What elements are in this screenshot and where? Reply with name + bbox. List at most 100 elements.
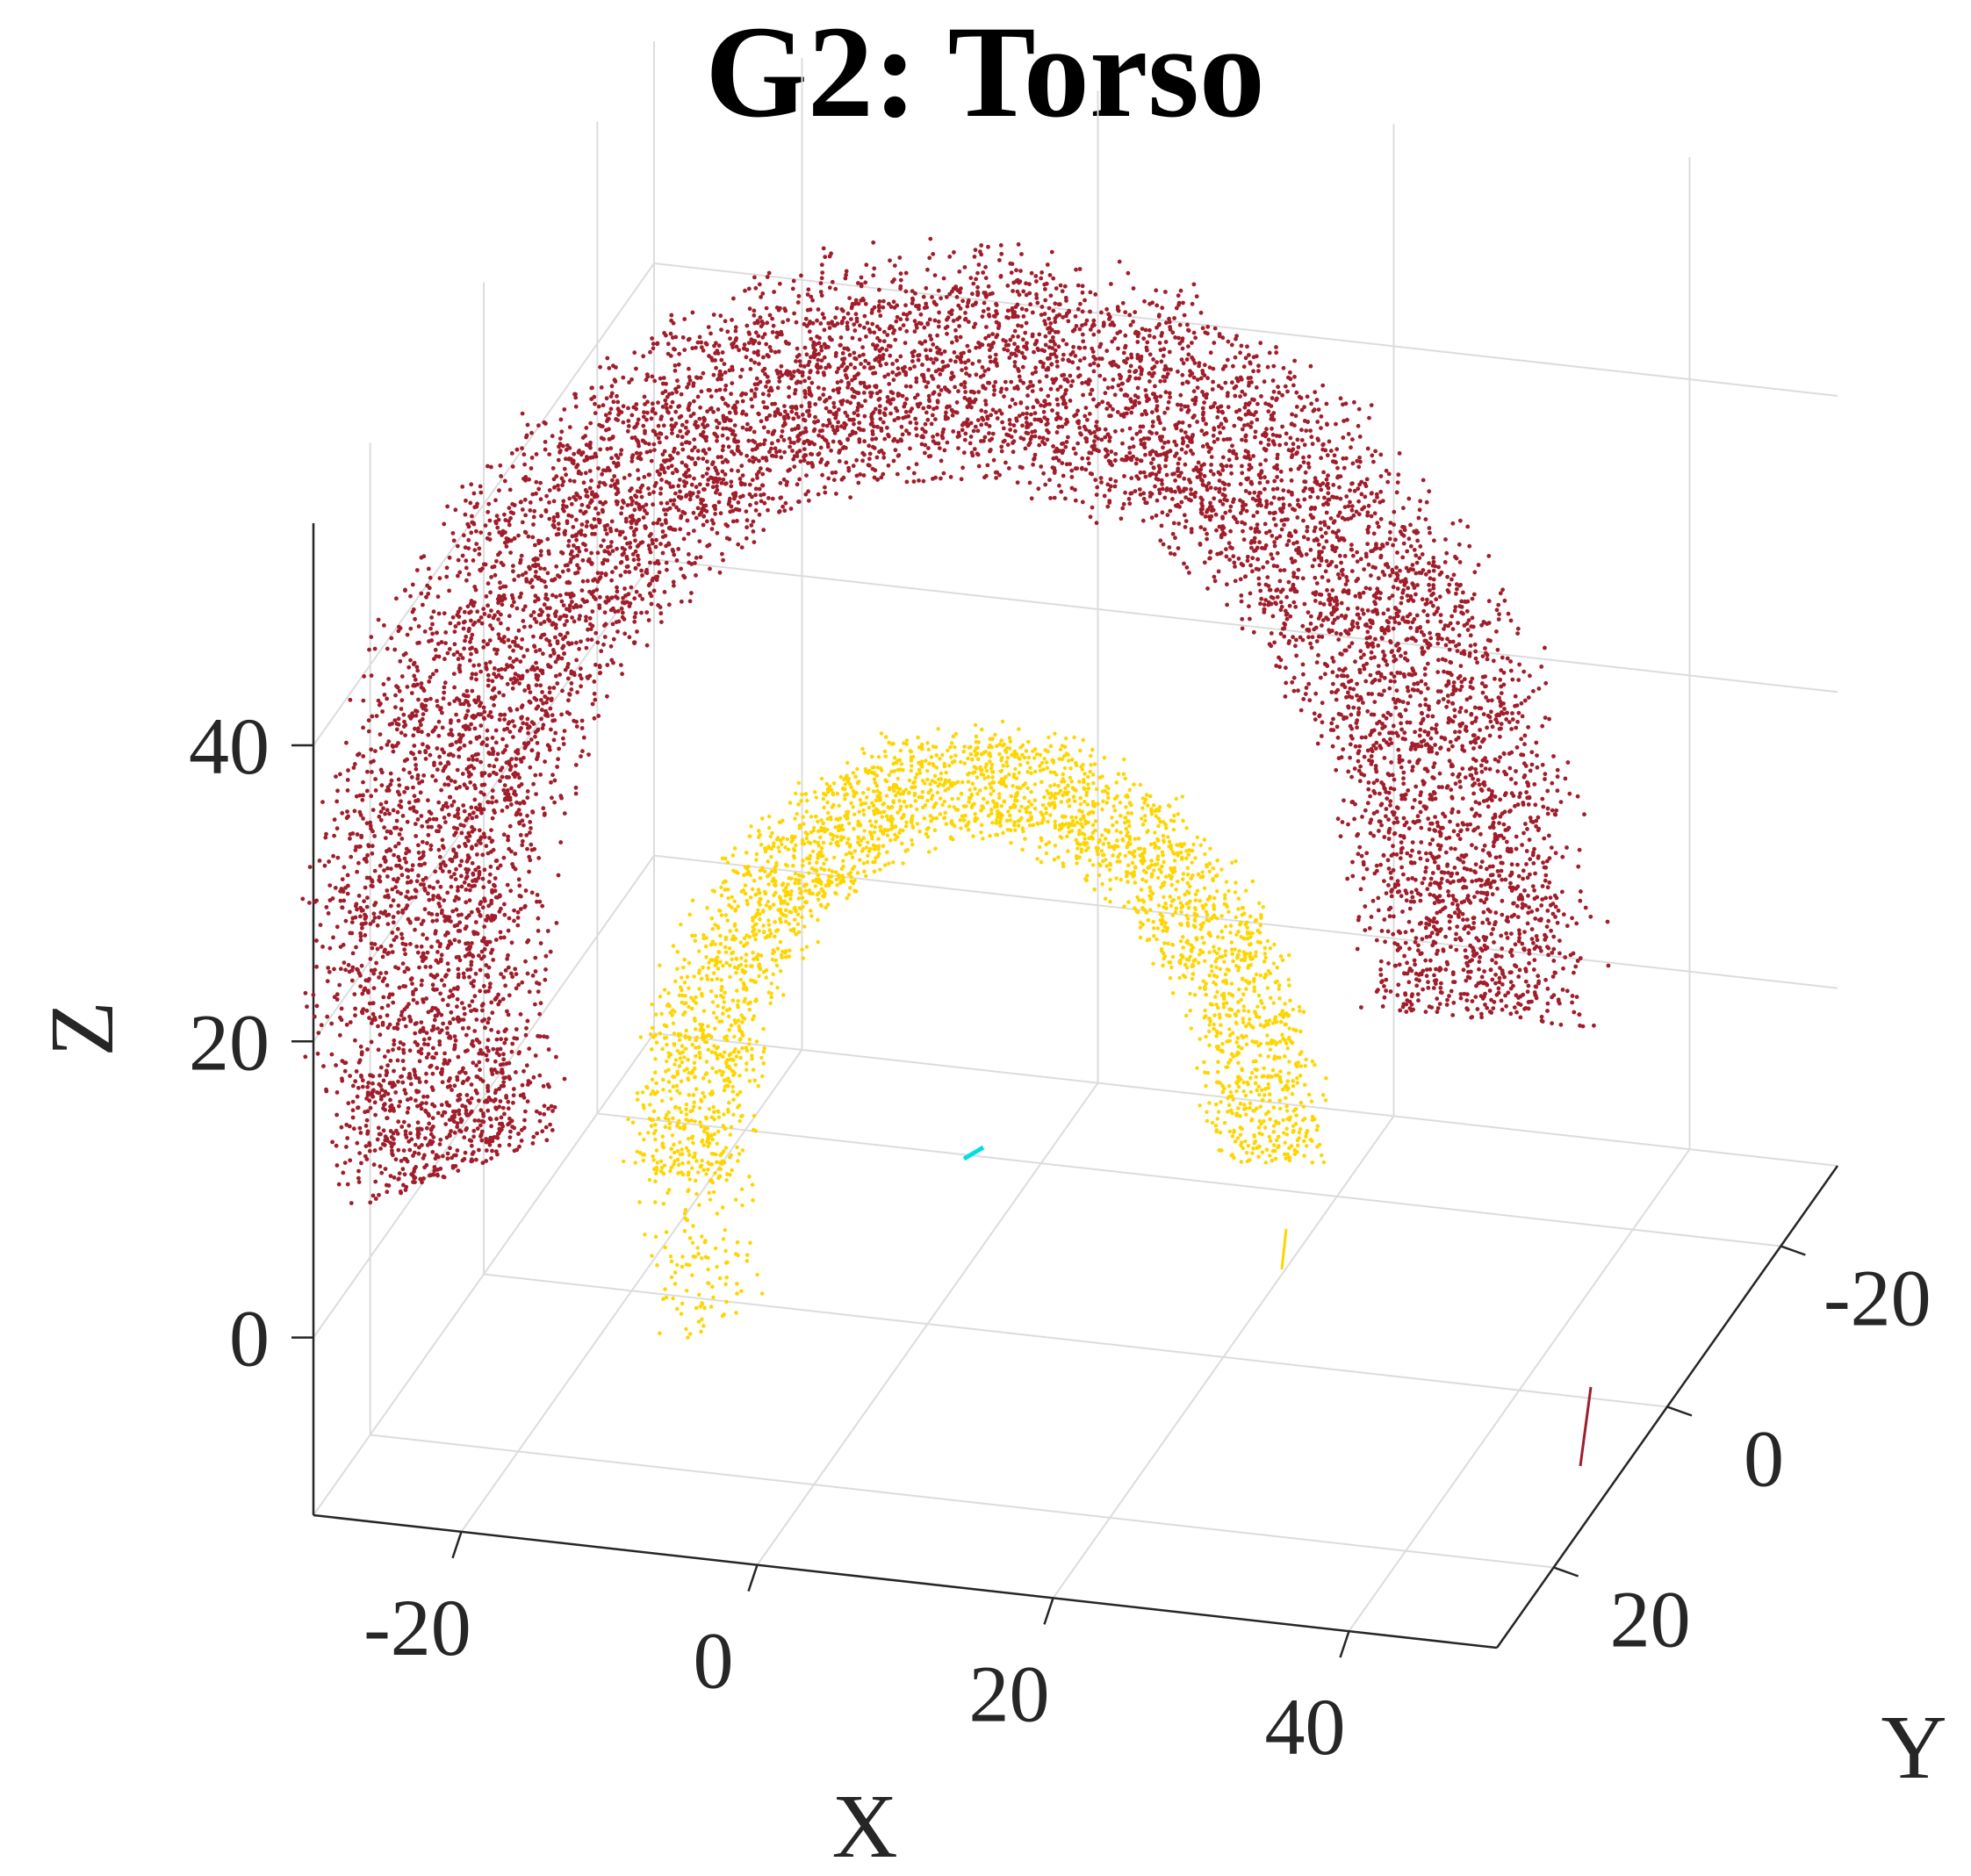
data-point <box>479 621 485 626</box>
data-point <box>1315 741 1320 746</box>
data-point <box>1085 456 1090 461</box>
data-point <box>989 359 993 364</box>
data-point <box>1277 534 1283 539</box>
data-point <box>365 1047 370 1052</box>
data-point <box>1102 377 1107 382</box>
data-point <box>1342 505 1348 509</box>
data-point <box>1174 442 1179 448</box>
data-point <box>370 851 375 856</box>
data-point <box>1515 626 1521 631</box>
data-point <box>720 551 724 557</box>
data-point <box>1061 357 1065 362</box>
data-point <box>1416 998 1421 1003</box>
data-point <box>746 341 752 345</box>
data-point <box>1467 766 1472 772</box>
data-point <box>402 719 406 724</box>
data-point <box>378 1032 383 1038</box>
data-point <box>523 888 529 893</box>
data-point <box>438 1137 443 1142</box>
data-point <box>1345 876 1350 881</box>
data-point <box>538 1001 543 1006</box>
data-point <box>1160 305 1165 311</box>
data-point <box>1034 296 1039 300</box>
data-point <box>793 388 798 392</box>
data-point <box>668 331 673 336</box>
data-point <box>1515 802 1521 807</box>
data-point <box>1367 635 1372 640</box>
data-point <box>413 616 417 622</box>
data-point <box>403 952 407 957</box>
data-point <box>935 399 940 405</box>
data-point <box>400 1059 406 1063</box>
data-point <box>1082 356 1087 361</box>
data-point <box>1580 1024 1586 1029</box>
data-point <box>467 812 472 817</box>
data-point <box>1497 873 1502 878</box>
data-point <box>1493 757 1498 762</box>
data-point <box>469 1009 473 1013</box>
data-point <box>512 723 517 729</box>
data-point <box>507 506 512 510</box>
data-point <box>993 379 998 385</box>
data-point <box>1306 464 1312 470</box>
data-point <box>1556 908 1561 913</box>
data-point <box>478 703 482 708</box>
data-point <box>714 365 718 370</box>
data-point <box>1029 270 1034 276</box>
data-point <box>516 1132 521 1136</box>
data-point <box>1216 569 1221 574</box>
data-point <box>1007 418 1012 422</box>
data-point <box>1363 735 1368 740</box>
data-point <box>1241 563 1246 568</box>
data-point <box>1240 626 1245 631</box>
data-point <box>462 974 466 980</box>
data-point <box>795 482 800 487</box>
data-point <box>848 362 853 367</box>
data-point <box>1351 686 1356 692</box>
data-point <box>1528 768 1533 773</box>
data-point <box>464 723 468 729</box>
data-point <box>641 354 646 359</box>
data-point <box>756 334 761 339</box>
data-point <box>1458 828 1464 833</box>
data-point <box>1173 503 1178 508</box>
data-point <box>837 459 842 464</box>
data-point <box>451 538 457 543</box>
data-point <box>1354 509 1359 514</box>
data-point <box>377 1192 381 1197</box>
data-point <box>443 1122 449 1126</box>
data-point <box>446 752 451 758</box>
data-point <box>391 749 396 754</box>
data-point <box>1253 435 1257 440</box>
data-point <box>1531 940 1536 945</box>
data-point <box>939 388 944 392</box>
data-point <box>1181 361 1186 366</box>
data-point <box>745 421 750 427</box>
data-point <box>975 418 981 422</box>
data-point <box>1306 454 1312 459</box>
data-point <box>1468 740 1473 745</box>
data-point <box>1497 980 1502 985</box>
data-point <box>770 330 775 334</box>
data-point <box>598 447 603 452</box>
data-point <box>498 621 503 626</box>
data-point <box>452 642 457 647</box>
data-point <box>1423 571 1428 577</box>
data-point <box>1473 800 1478 804</box>
data-point <box>424 996 428 1001</box>
data-point <box>1474 771 1478 775</box>
data-point <box>1300 576 1306 581</box>
data-point <box>969 450 975 456</box>
data-point <box>567 496 572 501</box>
data-point <box>491 615 496 621</box>
data-point <box>572 619 577 624</box>
data-point <box>1520 714 1525 719</box>
data-point <box>520 637 525 642</box>
data-point <box>1458 706 1464 710</box>
data-point <box>600 471 604 477</box>
data-point <box>538 549 543 554</box>
data-point <box>985 463 990 468</box>
y-tick <box>1666 1405 1693 1417</box>
data-point <box>1477 960 1482 964</box>
data-point <box>324 1089 329 1094</box>
